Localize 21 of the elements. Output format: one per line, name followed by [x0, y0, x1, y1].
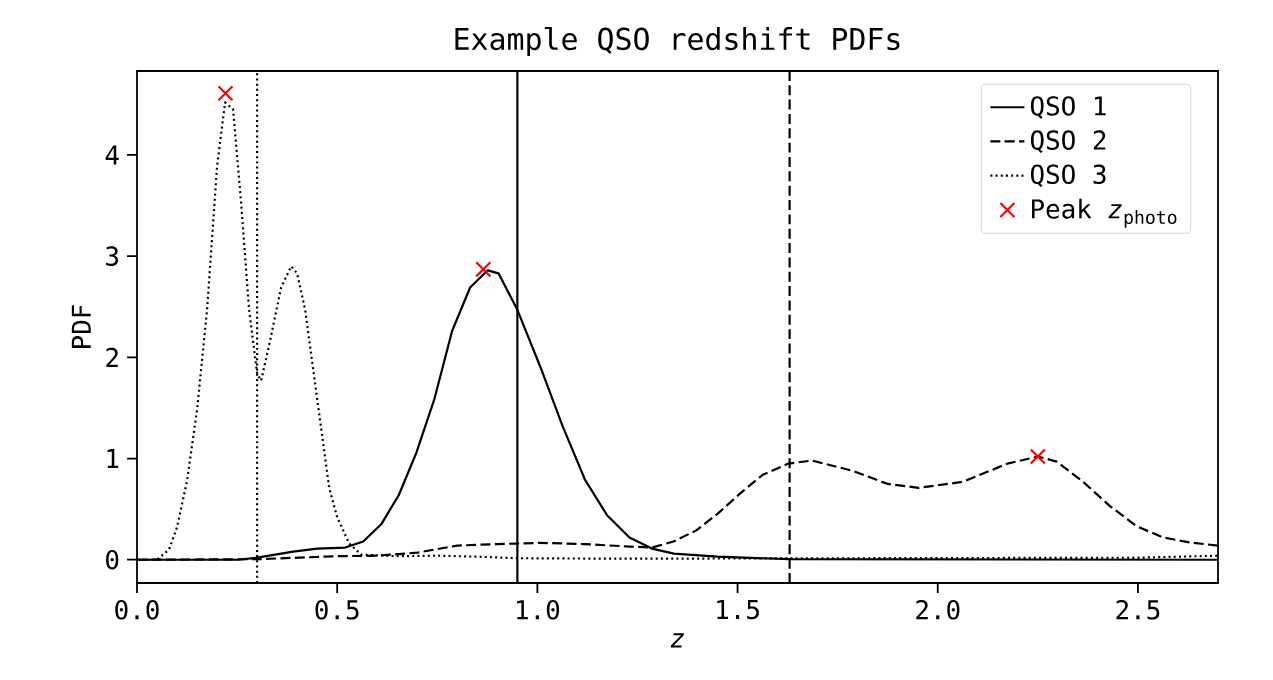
x-tick-label: 2.0 — [916, 600, 960, 620]
point — [1029, 448, 1046, 465]
x-tick-label: 0.0 — [115, 600, 159, 620]
y-tick-label: 4 — [105, 145, 119, 165]
y-tick-label: 2 — [106, 347, 118, 367]
y-axis-title: PDF — [71, 305, 91, 348]
y-tick-label: 3 — [106, 246, 119, 266]
legend-label: QSO 3 — [1030, 164, 1106, 188]
legend-label: Peak z$_{photo}$ — [1031, 198, 1177, 228]
y-tick-label: 1 — [107, 449, 119, 468]
point — [475, 261, 492, 278]
chart-title: Example QSO redshift PDFs — [455, 26, 900, 56]
legend-label: QSO 1 — [1030, 96, 1106, 119]
x-tick-label: 0.5 — [315, 600, 359, 620]
x-tick-label: 2.5 — [1116, 600, 1160, 620]
x-axis-title: z — [670, 633, 685, 648]
y-tick-label: 0 — [106, 549, 119, 570]
x-tick-label: 1.5 — [717, 600, 759, 620]
legend-label: QSO 2 — [1030, 130, 1106, 153]
x-tick-label: 1.0 — [517, 600, 560, 620]
point — [217, 85, 234, 102]
